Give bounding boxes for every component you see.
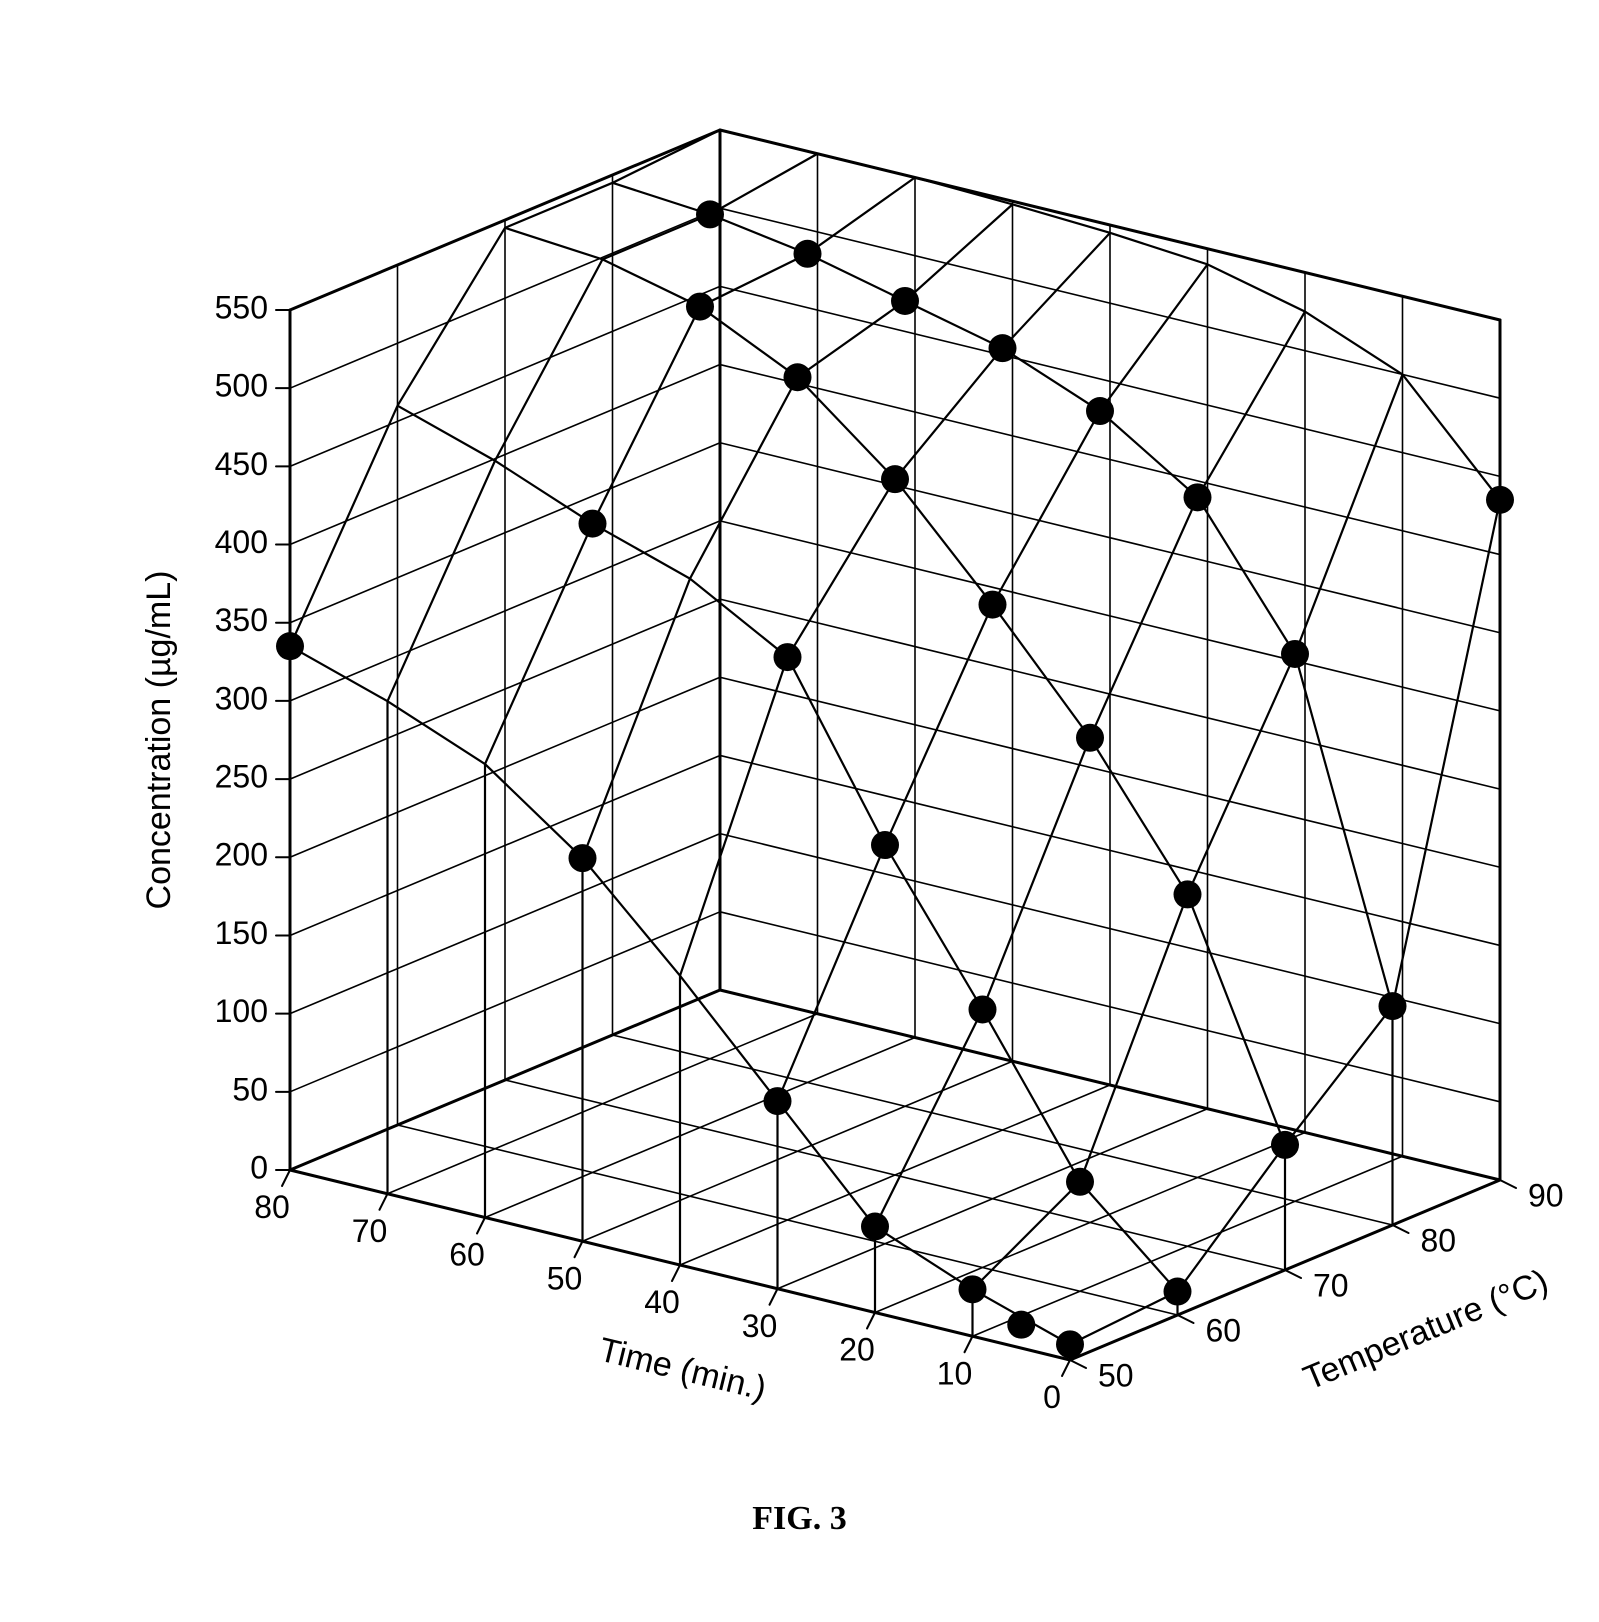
svg-text:450: 450 [215, 446, 268, 482]
svg-text:80: 80 [254, 1189, 290, 1225]
svg-text:70: 70 [352, 1213, 388, 1249]
svg-text:30: 30 [742, 1308, 778, 1344]
svg-text:20: 20 [839, 1332, 875, 1368]
svg-text:50: 50 [232, 1071, 268, 1107]
svg-text:0: 0 [1043, 1379, 1061, 1415]
svg-text:60: 60 [1206, 1312, 1242, 1348]
svg-text:500: 500 [215, 368, 268, 404]
svg-text:250: 250 [215, 759, 268, 795]
svg-text:100: 100 [215, 993, 268, 1029]
svg-text:10: 10 [937, 1355, 973, 1391]
svg-text:0: 0 [250, 1149, 268, 1185]
svg-text:Concentration (µg/mL): Concentration (µg/mL) [140, 571, 178, 910]
svg-text:80: 80 [1421, 1222, 1457, 1258]
svg-text:50: 50 [1098, 1357, 1134, 1393]
svg-text:350: 350 [215, 602, 268, 638]
svg-text:200: 200 [215, 837, 268, 873]
figure-caption: FIG. 3 [0, 1500, 1599, 1538]
svg-text:60: 60 [449, 1237, 485, 1273]
svg-text:300: 300 [215, 680, 268, 716]
svg-text:40: 40 [644, 1284, 680, 1320]
svg-text:50: 50 [547, 1260, 583, 1296]
svg-text:90: 90 [1528, 1177, 1564, 1213]
surface-3d-plot: 0 50 100 150 200 250 300 350 400 450 500 550 0 10 20 30… [0, 0, 1599, 1622]
svg-text:70: 70 [1313, 1267, 1349, 1303]
svg-text:550: 550 [215, 289, 268, 325]
svg-text:400: 400 [215, 524, 268, 560]
chart-container: 0 50 100 150 200 250 300 350 400 450 500 550 0 10 20 30… [0, 0, 1599, 1622]
svg-text:150: 150 [215, 915, 268, 951]
